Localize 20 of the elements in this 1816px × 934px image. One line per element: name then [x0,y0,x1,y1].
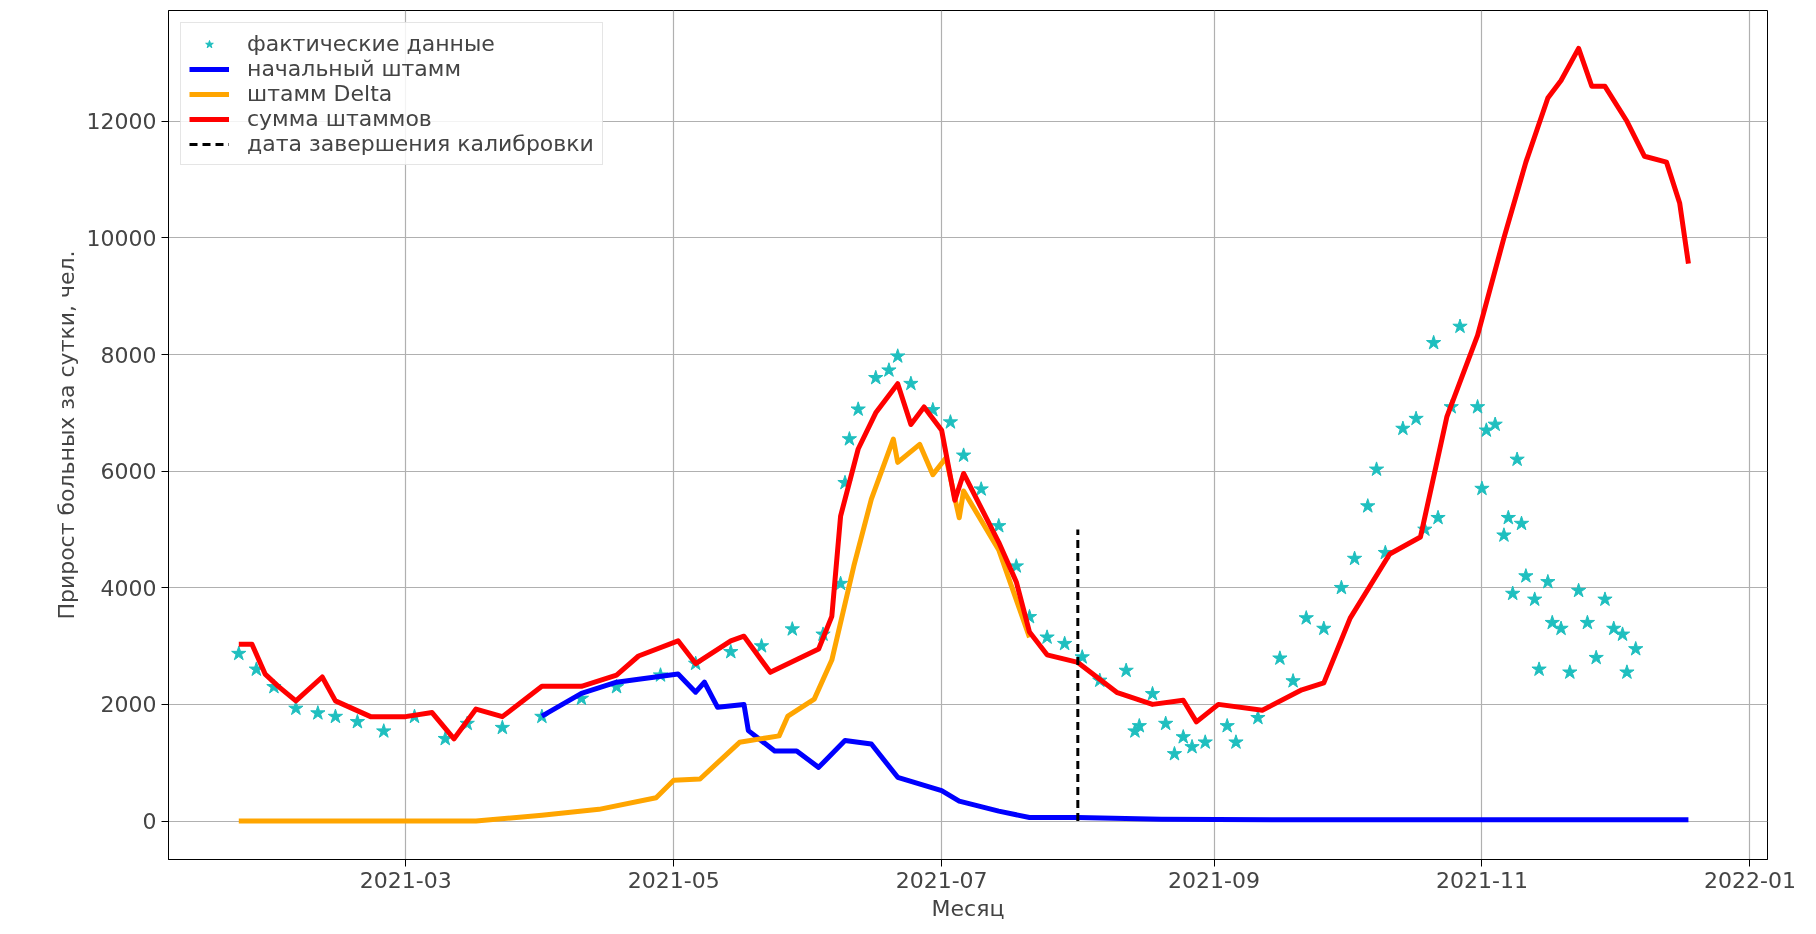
y-tick-label: 12000 [86,109,157,135]
y-tick-label: 4000 [100,575,157,601]
legend-label: сумма штаммов [247,106,432,131]
y-tick-label: 8000 [100,342,157,368]
y-tick-label: 2000 [100,692,157,718]
legend-label: дата завершения калибровки [247,131,594,156]
y-tick-label: 10000 [86,225,157,251]
legend-label: штамм Delta [247,81,393,106]
x-axis-title: Месяц [931,895,1005,921]
x-tick-label: 2021-03 [359,867,452,893]
y-tick-label: 6000 [100,459,157,485]
x-tick-label: 2021-09 [1168,867,1260,893]
x-tick-label: 2021-05 [627,867,720,893]
y-tick-label: 0 [142,809,157,835]
x-tick-label: 2021-11 [1436,867,1528,893]
legend-label: фактические данные [247,31,495,56]
legend-label: начальный штамм [247,56,462,81]
x-tick-label: 2022-01 [1703,867,1796,893]
x-tick-label: 2021-07 [895,867,988,893]
y-axis-title: Прирост больных за сутки, чел. [53,250,79,620]
